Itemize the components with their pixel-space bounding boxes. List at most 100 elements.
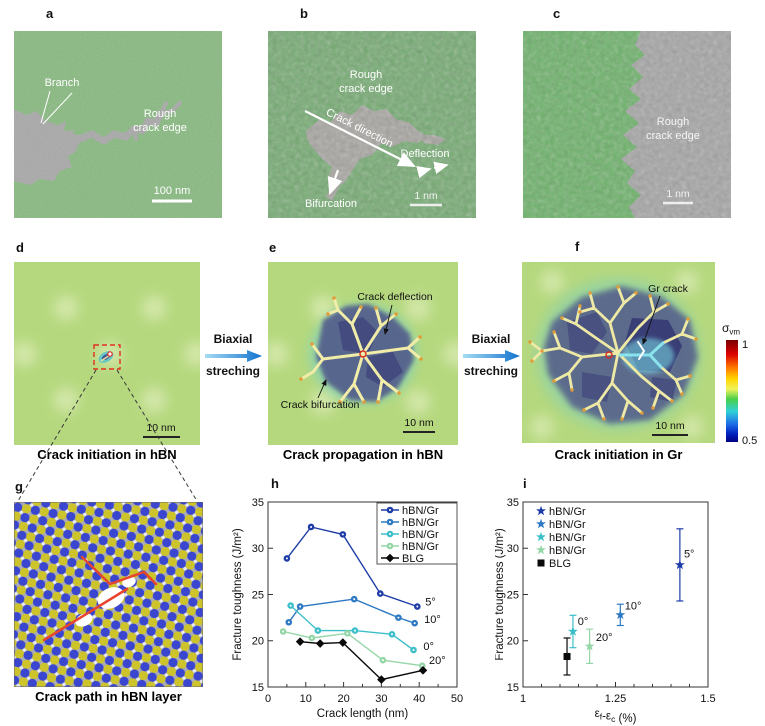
panel-c-image: Rough crack edge 1 nm xyxy=(523,31,731,218)
svg-text:20: 20 xyxy=(337,693,349,705)
svg-text:0: 0 xyxy=(265,693,271,705)
svg-text:50: 50 xyxy=(451,693,463,705)
panel-label-f: f xyxy=(575,239,580,254)
svg-text:15: 15 xyxy=(252,682,264,694)
panel-e-image: Crack deflection Crack bifurcation 10 nm xyxy=(268,262,458,445)
svg-text:hBN/Gr: hBN/Gr xyxy=(402,517,439,529)
panel-label-i: i xyxy=(523,476,527,491)
svg-text:BLG: BLG xyxy=(549,558,571,570)
svg-text:hBN/Gr: hBN/Gr xyxy=(549,532,586,544)
branch-label: Branch xyxy=(45,77,80,89)
svg-text:1: 1 xyxy=(520,693,526,705)
panel-b-image: Rough crack edge Crack direction Deflect… xyxy=(268,31,476,218)
colorbar-max: 1 xyxy=(742,339,748,351)
series-h-3 xyxy=(279,628,426,670)
gr-crack-label: Gr crack xyxy=(648,283,688,295)
svg-text:25: 25 xyxy=(507,589,519,601)
svg-text:hBN/Gr: hBN/Gr xyxy=(549,545,586,557)
caption-f: Crack initiation in Gr xyxy=(554,447,683,462)
svg-text:15: 15 xyxy=(507,682,519,694)
crack-bifurcation-arrow xyxy=(317,379,327,399)
scalebar-label: 1 nm xyxy=(414,190,438,202)
scalebar-label: 10 nm xyxy=(404,417,433,429)
rough-crack-edge-label-line2: crack edge xyxy=(646,130,700,142)
caption-g: Crack path in hBN layer xyxy=(35,689,182,704)
deflection-arrow-2 xyxy=(433,161,449,174)
panel-label-b: b xyxy=(300,6,308,21)
deflection-arrow-1 xyxy=(416,165,432,179)
rough-crack-edge-label-line1: Rough xyxy=(657,116,689,128)
panel-label-e: e xyxy=(269,240,277,255)
series-i-2 xyxy=(568,614,578,649)
colorbar-gradient xyxy=(726,340,738,442)
crack-deflection-label: Crack deflection xyxy=(357,291,432,303)
biaxial-label-line2: streching xyxy=(463,363,518,378)
panel-label-g: g xyxy=(15,479,23,494)
rough-crack-edge-label-line1: Rough xyxy=(144,108,176,120)
crack-origin-marker xyxy=(359,350,367,358)
svg-text:35: 35 xyxy=(507,497,519,509)
panel-label-d: d xyxy=(16,240,24,255)
annotation-5°: 5° xyxy=(425,597,436,609)
crack-direction-arrow xyxy=(304,110,416,167)
svg-text:30: 30 xyxy=(252,543,264,555)
panel-g-image xyxy=(14,502,203,687)
panel-f-image: Gr crack 10 nm xyxy=(522,262,715,443)
chart-h-plot: 0 10 20 30 40 50 15 20 25 30 35 5° 10° 0° 20° Crack len… xyxy=(232,497,463,720)
biaxial-arrow-1: Biaxial streching xyxy=(200,332,266,379)
chart-h: 0 10 20 30 40 50 15 20 25 30 35 5° 10° 0° 20° Crack len… xyxy=(232,497,463,720)
branch-tips xyxy=(528,285,698,421)
svg-text:20: 20 xyxy=(252,636,264,648)
bifurcation-arrow xyxy=(327,169,343,196)
gr-crack-path xyxy=(618,341,665,369)
svg-text:hBN/Gr: hBN/Gr xyxy=(549,506,586,518)
scalebar-label: 10 nm xyxy=(146,422,175,434)
crack-path-lines xyxy=(42,555,158,642)
annotation-10°: 10° xyxy=(625,600,642,612)
caption-d: Crack initiation in hBN xyxy=(37,447,177,462)
annotation-10°: 10° xyxy=(424,614,441,626)
svg-text:hBN/Gr: hBN/Gr xyxy=(402,505,439,517)
rough-crack-edge-label-line1: Rough xyxy=(350,69,382,81)
rough-crack-edge-label-line2: crack edge xyxy=(133,122,187,134)
x-axis-label: εf-εc (%) xyxy=(595,708,637,725)
svg-text:30: 30 xyxy=(375,693,387,705)
right-arrow-icon xyxy=(463,349,520,362)
panel-label-a: a xyxy=(46,6,54,21)
series-h-0 xyxy=(283,523,421,610)
series-h-4 xyxy=(295,637,428,684)
crack-deflection-arrow xyxy=(383,304,393,335)
series-h-1 xyxy=(285,595,418,627)
annotation-5°: 5° xyxy=(684,549,695,561)
bifurcation-label: Bifurcation xyxy=(305,198,357,210)
scalebar-label: 1 nm xyxy=(666,188,690,200)
series-i-3 xyxy=(584,628,595,665)
panel-d-image: 10 nm xyxy=(14,262,200,445)
panel-label-h: h xyxy=(271,476,279,491)
panel-label-c: c xyxy=(553,6,561,21)
annotation-0°: 0° xyxy=(423,641,434,653)
branch-tips xyxy=(299,296,423,404)
colorbar: σvm 1 0.5 xyxy=(710,312,765,452)
series-i-0 xyxy=(674,528,685,602)
gr-crack-arrow xyxy=(642,295,661,345)
svg-text:BLG: BLG xyxy=(402,553,424,565)
chart-i-plot: 1 1.25 1.5 15 20 25 30 35 5° 10° 0° 20° εf-εc (%) Fra… xyxy=(495,497,716,725)
svg-text:35: 35 xyxy=(252,497,264,509)
deflection-label: Deflection xyxy=(401,148,450,160)
x-axis-label: Crack length (nm) xyxy=(317,708,409,720)
annotation-0°: 0° xyxy=(578,616,589,628)
colorbar-min: 0.5 xyxy=(742,435,757,447)
rough-crack-edge-label-line2: crack edge xyxy=(339,83,393,95)
svg-text:1.5: 1.5 xyxy=(700,693,715,705)
scalebar-label: 10 nm xyxy=(655,420,684,432)
biaxial-label-line1: Biaxial xyxy=(471,332,511,346)
caption-e: Crack propagation in hBN xyxy=(282,447,444,462)
biaxial-arrow-2: Biaxial streching xyxy=(458,332,524,379)
biaxial-label-line2: streching xyxy=(205,363,260,378)
chart-i: 1 1.25 1.5 15 20 25 30 35 5° 10° 0° 20° εf-εc (%) Fra… xyxy=(495,497,716,725)
scalebar-label: 100 nm xyxy=(154,185,191,197)
biaxial-label-line1: Biaxial xyxy=(213,332,253,346)
